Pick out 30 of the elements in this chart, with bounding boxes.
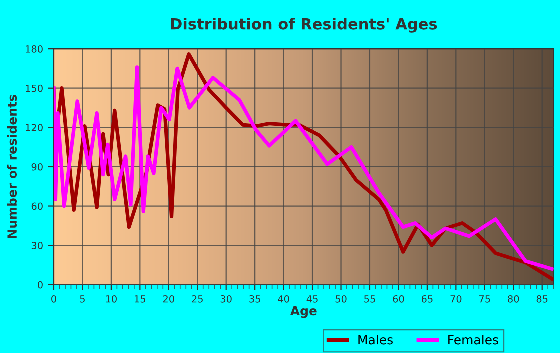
legend-label: Females: [448, 335, 498, 345]
y-tick-label: 90: [32, 163, 43, 171]
x-tick-label: 65: [422, 295, 433, 303]
x-tick-label: 30: [220, 295, 232, 303]
x-tick-label: 15: [135, 296, 146, 303]
y-tick-label: 180: [26, 46, 43, 53]
x-tick-label: 75: [480, 296, 490, 303]
y-tick-label: 0: [38, 281, 43, 289]
x-tick-label: 20: [163, 295, 174, 303]
x-tick-label: 80: [508, 295, 520, 303]
x-tick-label: 50: [336, 295, 347, 303]
y-axis-title: Number of residents: [7, 95, 18, 238]
x-axis-title: Age: [290, 306, 317, 318]
x-tick-label: 25: [192, 295, 203, 303]
x-tick-label: 35: [250, 295, 260, 303]
chart-title: Distribution of Residents' Ages: [171, 18, 438, 33]
x-tick-label: 0: [52, 295, 56, 303]
x-tick-label: 85: [536, 295, 548, 303]
x-tick-label: 70: [450, 295, 462, 303]
y-tick-label: 150: [26, 84, 43, 92]
x-tick-label: 55: [364, 296, 376, 303]
x-tick-label: 5: [80, 296, 85, 303]
y-tick-label: 30: [32, 242, 43, 250]
x-tick-label: 10: [106, 295, 117, 303]
x-tick-label: 60: [393, 295, 404, 303]
y-tick-label: 60: [32, 202, 43, 210]
x-tick-label: 40: [278, 295, 290, 303]
x-tick-label: 45: [306, 296, 318, 303]
y-tick-label: 120: [26, 124, 43, 132]
legend-label: Males: [358, 335, 393, 345]
